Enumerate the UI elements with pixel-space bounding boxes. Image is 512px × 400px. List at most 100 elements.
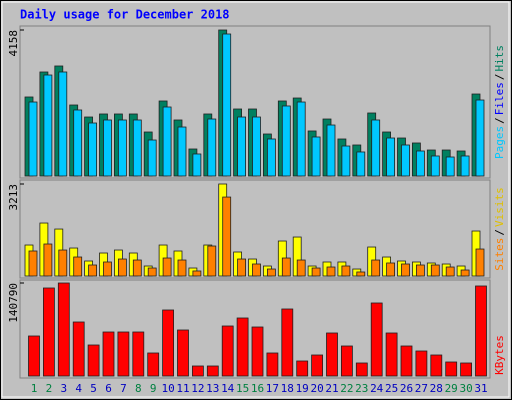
y-tick-label: 140790: [7, 283, 20, 323]
bar: [207, 118, 217, 177]
bar: [356, 271, 366, 277]
bar: [356, 151, 366, 177]
chart-title: Daily usage for December 2018: [20, 8, 230, 22]
legend-separator: /: [493, 74, 506, 81]
bar: [191, 365, 204, 377]
bar: [445, 156, 455, 177]
bar: [118, 119, 127, 177]
x-tick-label: 30: [459, 382, 472, 395]
bar: [222, 196, 232, 277]
bar: [430, 264, 440, 277]
bar: [385, 332, 398, 377]
bar: [177, 126, 187, 177]
bar: [237, 116, 247, 177]
bar: [72, 321, 85, 377]
x-tick-label: 18: [281, 382, 294, 395]
x-tick-label: 25: [385, 382, 398, 395]
x-tick-label: 28: [430, 382, 443, 395]
bar: [192, 153, 202, 177]
bar: [73, 109, 83, 177]
x-tick-label: 8: [135, 382, 142, 395]
bar: [281, 105, 291, 177]
legend-entry: Files: [493, 82, 506, 115]
bar: [236, 317, 249, 377]
bar: [147, 352, 160, 377]
bar: [132, 331, 145, 377]
bar: [88, 122, 97, 177]
bar: [103, 261, 112, 277]
x-tick-label: 10: [161, 382, 174, 395]
bar: [162, 257, 172, 277]
bar: [266, 352, 279, 377]
x-tick-label: 11: [176, 382, 189, 395]
bar: [43, 74, 53, 177]
bar: [430, 155, 440, 177]
bar: [445, 361, 458, 377]
bar: [58, 71, 68, 177]
x-tick-label: 3: [60, 382, 67, 395]
bar: [475, 285, 487, 377]
y-tick-label: 4158: [7, 30, 20, 57]
x-tick-label: 12: [191, 382, 204, 395]
bar: [355, 362, 368, 377]
legend: Sites / Visits: [493, 187, 506, 271]
bar: [28, 101, 38, 177]
bar: [103, 119, 112, 177]
bar: [177, 329, 189, 377]
x-tick-label: 22: [340, 382, 353, 395]
x-tick-label: 1: [31, 382, 38, 395]
bar: [371, 259, 381, 277]
legend-entry: KBytes: [493, 335, 506, 375]
bar: [117, 331, 130, 377]
legend-entry: Pages: [493, 126, 506, 159]
bar: [162, 106, 172, 177]
x-tick-label: 2: [46, 382, 53, 395]
x-tick-label: 6: [105, 382, 112, 395]
bar: [370, 302, 383, 377]
bar: [207, 245, 217, 277]
bar: [475, 248, 485, 277]
bar: [266, 138, 276, 177]
bar: [281, 257, 291, 277]
bar: [341, 265, 351, 277]
bar: [326, 124, 336, 177]
bar: [311, 136, 321, 177]
x-tick-label: 31: [474, 382, 487, 395]
legend-separator: /: [493, 229, 506, 236]
bar: [386, 262, 396, 277]
x-tick-label: 29: [445, 382, 458, 395]
bar: [206, 365, 219, 377]
bar: [87, 344, 100, 377]
x-tick-label: 24: [370, 382, 384, 395]
x-tick-label: 13: [206, 382, 219, 395]
bar: [88, 264, 97, 277]
bar: [132, 259, 142, 277]
x-tick-label: 21: [325, 382, 338, 395]
bar: [147, 139, 157, 177]
x-tick-label: 23: [355, 382, 368, 395]
bar: [445, 266, 455, 277]
x-tick-label: 9: [150, 382, 157, 395]
x-tick-label: 5: [90, 382, 97, 395]
bar: [415, 264, 425, 277]
bar: [460, 362, 473, 377]
bar: [252, 263, 261, 277]
bar: [400, 345, 413, 377]
bar: [43, 287, 55, 377]
bar: [221, 325, 234, 377]
bar: [371, 119, 381, 177]
bar: [58, 249, 68, 277]
x-tick-label: 7: [120, 382, 127, 395]
bar: [222, 33, 232, 177]
bar: [341, 145, 351, 177]
bar: [415, 350, 428, 377]
bar: [296, 259, 306, 277]
bar: [132, 119, 142, 177]
bar: [266, 268, 276, 277]
x-tick-label: 26: [400, 382, 413, 395]
bar: [73, 256, 83, 277]
bar: [460, 155, 470, 177]
legend-entry: Visits: [493, 187, 506, 227]
x-tick-label: 19: [296, 382, 309, 395]
